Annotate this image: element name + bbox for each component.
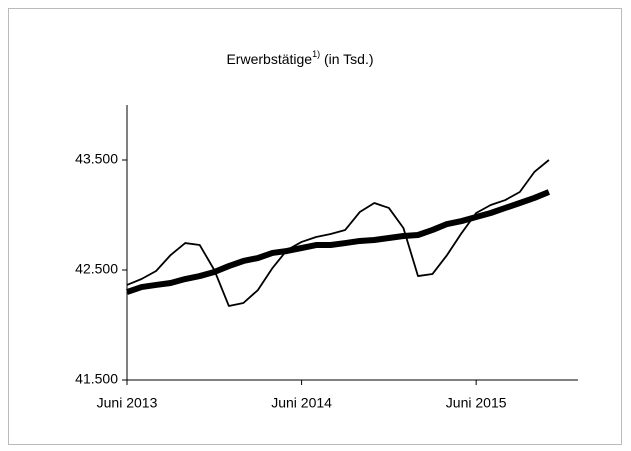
frame (8, 8, 622, 445)
title-main: Erwerbstätige (226, 51, 312, 67)
y-tick-label: 43.500 (75, 151, 118, 167)
series-line (126, 189, 551, 295)
series-line (126, 159, 550, 307)
chart-title: Erwerbstätige1) (in Tsd.) (226, 49, 373, 66)
x-tick-label: Juni 2013 (97, 395, 158, 411)
y-tick-label: 41.500 (75, 371, 118, 387)
title-unit: (in Tsd.) (320, 51, 373, 67)
x-tick-label: Juni 2014 (271, 395, 332, 411)
y-tick-label: 42.500 (75, 261, 118, 277)
x-tick-label: Juni 2015 (446, 395, 507, 411)
title-footnote: 1) (312, 49, 320, 59)
